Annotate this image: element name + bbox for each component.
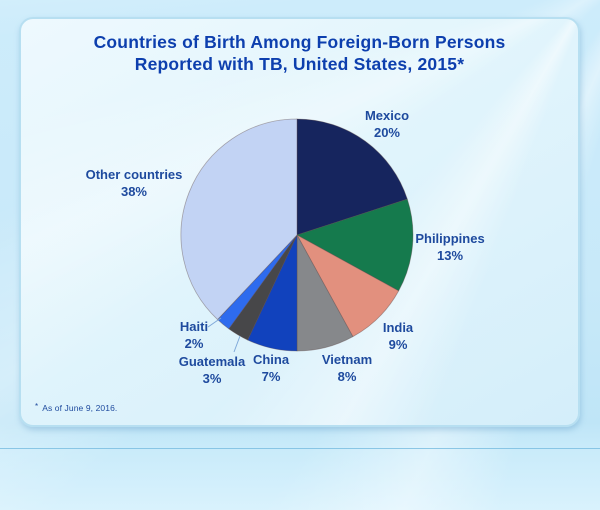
footnote-text: As of June 9, 2016. (42, 403, 118, 413)
pie-slice-china (247, 234, 298, 352)
pie-slice-mexico (296, 118, 408, 236)
pie-slice-vietnam (296, 234, 354, 352)
pie-slice-philippines (296, 198, 414, 292)
chart-title-line-1: Countries of Birth Among Foreign-Born Pe… (93, 32, 506, 52)
pie-slice-haiti (217, 234, 298, 330)
chart-title-line-2: Reported with TB, United States, 2015* (134, 54, 465, 74)
leader-line-haiti (207, 317, 222, 328)
background-divider-line (0, 448, 600, 449)
footnote: * As of June 9, 2016. (35, 402, 117, 413)
chart-title: Countries of Birth Among Foreign-Born Pe… (21, 31, 578, 75)
pie-slice-other-countries (180, 118, 298, 320)
pie-slice-india (296, 234, 400, 338)
footnote-asterisk: * (35, 402, 39, 411)
pie-slice-guatemala (228, 234, 298, 341)
leader-line-guatemala (233, 335, 241, 353)
